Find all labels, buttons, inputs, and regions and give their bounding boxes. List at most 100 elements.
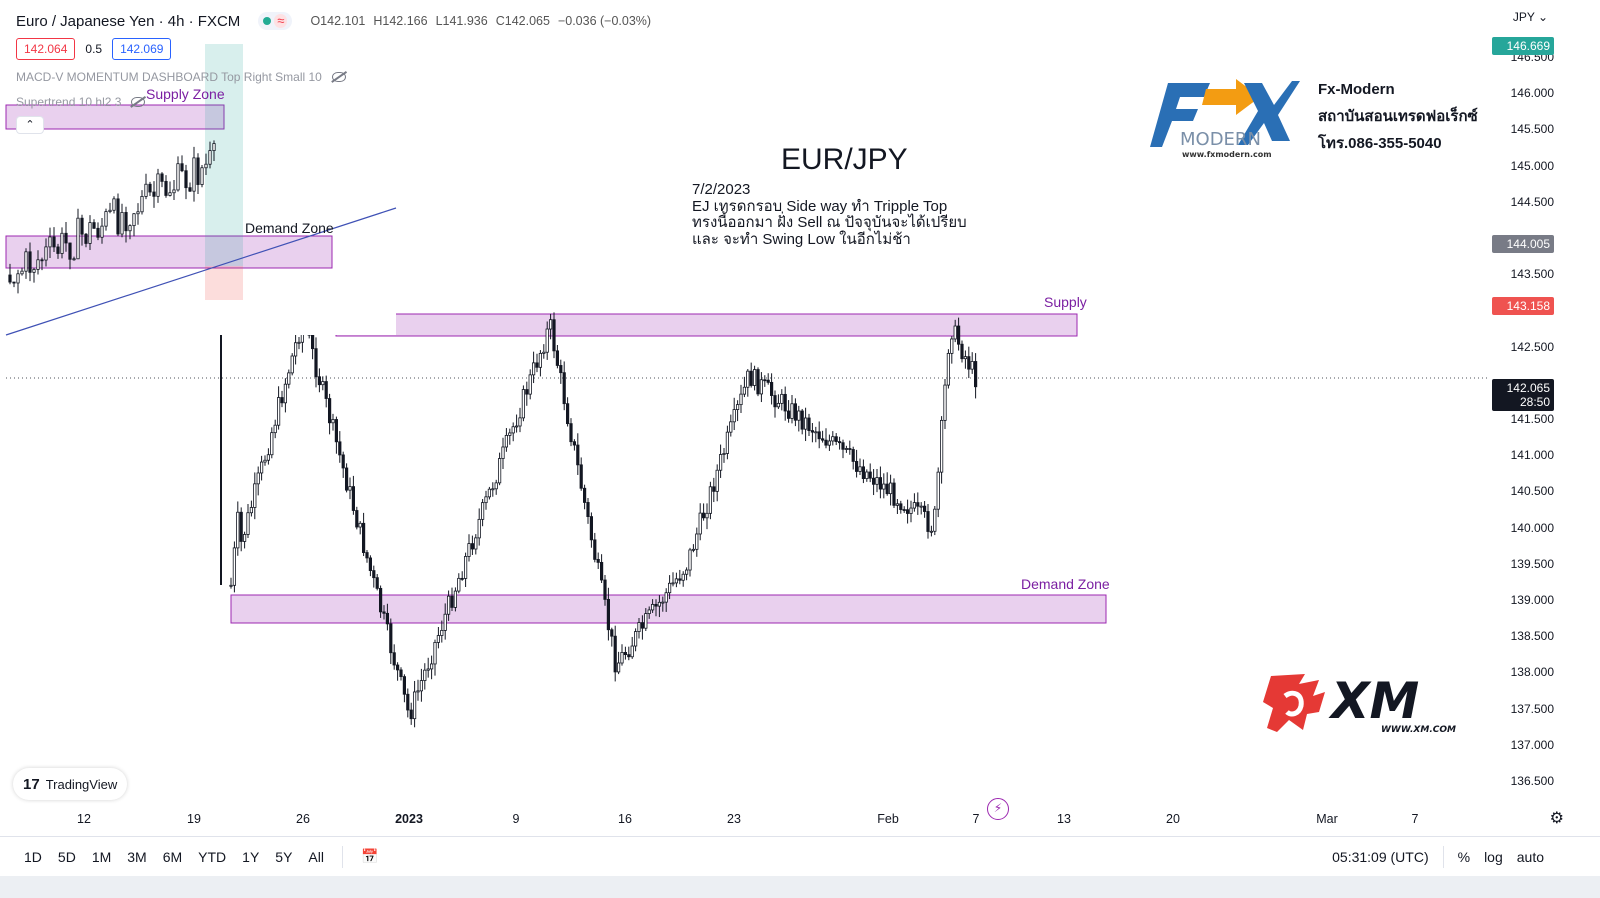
inset-candle [124,206,128,243]
percent-scale-toggle[interactable]: % [1457,849,1471,865]
indicator-supertrend-label: Supertrend 10 hl2 3 [16,95,122,109]
log-scale-toggle[interactable]: log [1484,849,1503,865]
timeframe-ytd[interactable]: YTD [198,848,227,865]
svg-text:XM: XM [1328,672,1419,730]
timeframe-6m[interactable]: 6M [162,848,183,865]
sell-price-button[interactable]: 142.064 [16,38,76,60]
buy-price-button[interactable]: 142.069 [112,38,172,60]
note-line-1: EJ เทรดกรอบ Side way ทำ Tripple Top [692,197,948,215]
price-axis-label: 139.500 [1510,556,1554,571]
candle [259,455,264,481]
candle [844,445,849,453]
indicator-supertrend[interactable]: Supertrend 10 hl2 3 [16,95,146,109]
candle [290,353,294,376]
indicator-macd[interactable]: MACD-V MOMENTUM DASHBOARD Top Right Smal… [16,70,346,84]
auto-scale-toggle[interactable]: auto [1516,849,1544,865]
inset-candle [204,153,208,176]
candle [382,605,386,620]
candle [926,503,930,539]
candle [855,449,859,478]
timeframe-1y[interactable]: 1Y [242,848,260,865]
svg-text:WWW.XM.COM: WWW.XM.COM [1381,725,1456,735]
hidden-eye-icon[interactable] [131,97,146,107]
time-axis-label: 12 [77,812,91,826]
candle [848,440,852,455]
candle [912,493,917,512]
inset-candle [76,208,80,260]
fxmodern-contact: Fx-Modern สถาบันสอนเทรดฟอเร็กซ์ โทร.086-… [1318,76,1478,157]
candle [355,506,359,530]
timeframe-3m[interactable]: 3M [127,848,147,865]
candle [555,345,560,369]
analysis-note[interactable]: 7/2/2023 EJ เทรดกรอบ Side way ทำ Tripple… [692,181,967,248]
candle [535,353,539,373]
candle [620,644,624,666]
inset-candle [8,263,12,285]
inset-candle [48,227,52,258]
timeframe-5y[interactable]: 5Y [275,848,293,865]
candle [770,373,774,405]
price-axis[interactable]: JPY ⌄ 146.500 146.000 145.500 145.000 144.50… [1490,0,1600,835]
candle [838,436,842,450]
candle [940,416,944,484]
timeframe-5d[interactable]: 5D [57,848,76,865]
candle [263,455,267,466]
demand-zone[interactable] [230,594,1107,624]
candle [436,627,441,649]
date-range-calendar-icon[interactable]: 📅 [360,848,379,864]
time-axis-label: 19 [187,812,201,826]
inset-candle [200,164,204,188]
supply-zone[interactable] [335,313,1078,337]
inset-candle [64,221,68,252]
inset-candle [60,227,64,259]
candle [361,512,366,557]
lightning-event-icon[interactable]: ⚡ [987,798,1009,820]
candle [664,588,668,612]
candle [593,532,597,563]
inset-candle [24,248,28,279]
candle [725,425,730,460]
inset-candle [144,173,148,200]
candle [426,657,430,678]
chart-title-annotation[interactable]: EUR/JPY [781,143,908,176]
inset-candle [44,238,48,267]
time-axis-label: 2023 [395,812,423,826]
market-status[interactable]: ≈ [258,12,293,30]
time-axis-label: 7 [1411,812,1419,826]
currency-selector[interactable]: JPY ⌄ [1512,10,1548,24]
inset-candle [120,203,124,238]
candle [508,428,512,445]
price-axis-label: 141.000 [1510,448,1554,463]
fxmodern-logo: MODERN www.fxmodern.com [1150,79,1300,159]
candle [804,407,808,442]
candle [266,448,271,465]
inset-candle [176,156,180,192]
price-axis-label: 137.000 [1510,737,1554,752]
candle [824,428,828,449]
tradingview-badge[interactable]: 17 TradingView [13,768,128,800]
candle [572,439,577,451]
collapse-legend-button[interactable]: ⌃ [16,116,44,134]
chart-settings-gear-icon[interactable]: ⚙ [1549,810,1564,827]
symbol-title[interactable]: Euro / Japanese Yen · 4h · FXCM [16,12,241,30]
timeframe-all[interactable]: All [308,848,324,865]
candle [906,499,910,524]
timeframe-1m[interactable]: 1M [91,848,112,865]
inset-candle [20,267,24,276]
candle [423,663,427,690]
candle [416,679,420,701]
candle [474,534,478,555]
hidden-eye-icon[interactable] [331,72,346,82]
spread-value: 0.5 [85,42,103,56]
price-chart[interactable] [0,0,1600,835]
candle [851,446,855,470]
timeframe-1d[interactable]: 1D [24,848,42,865]
candle [317,368,322,393]
inset-supply-label: Supply Zone [146,86,225,102]
candle [885,472,889,496]
candle [783,386,787,421]
candle [287,369,291,389]
utc-clock[interactable]: 05:31:09 (UTC) [1332,849,1429,865]
inset-candle [148,181,152,196]
candle [634,628,638,652]
